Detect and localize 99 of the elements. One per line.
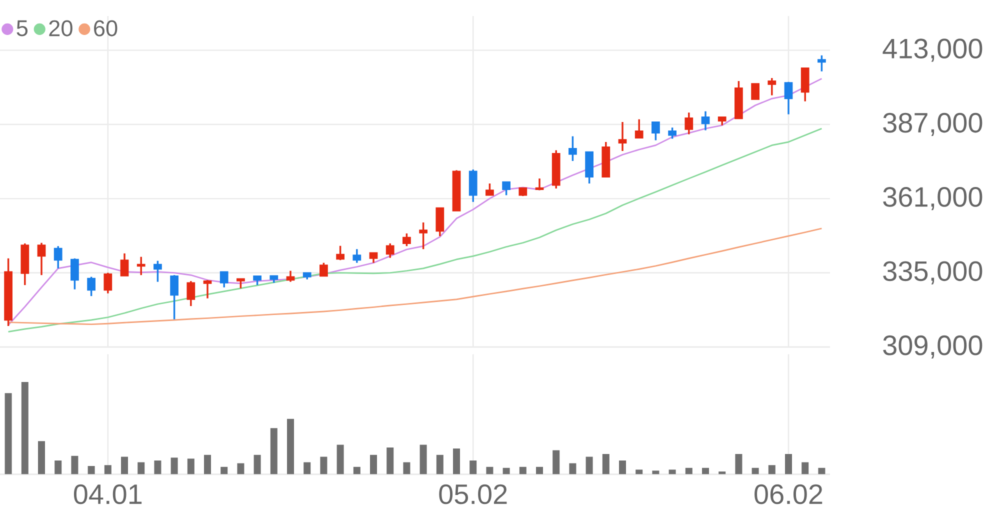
- candlestick: [352, 248, 362, 264]
- bar: [353, 466, 360, 474]
- candlestick: [568, 135, 577, 162]
- candlestick: [104, 272, 112, 294]
- y-tick-label: 335,000: [883, 261, 982, 284]
- candlestick: [369, 252, 378, 264]
- bar: [220, 466, 228, 474]
- candlestick: [784, 81, 793, 116]
- bar: [735, 454, 742, 474]
- bar: [187, 458, 194, 474]
- bar: [702, 468, 710, 474]
- bar: [170, 458, 178, 474]
- bar: [88, 466, 95, 474]
- bar: [270, 428, 278, 474]
- y-tick-label: 361,000: [883, 187, 982, 210]
- bar: [71, 456, 78, 474]
- bar: [619, 460, 626, 474]
- bar: [502, 468, 510, 474]
- bar: [420, 444, 427, 474]
- bar: [121, 456, 128, 474]
- y-tick-label: 413,000: [882, 38, 982, 62]
- bar: [486, 466, 494, 474]
- bar: [652, 470, 660, 474]
- x-tick-label: 06.02: [754, 484, 822, 504]
- bar: [453, 448, 460, 474]
- candlestick: [468, 168, 478, 203]
- candlestick: [684, 112, 694, 136]
- bar: [685, 468, 692, 474]
- candlestick: [320, 262, 328, 277]
- bar: [138, 462, 145, 474]
- candlestick: [87, 276, 96, 297]
- candlestick: [701, 110, 710, 132]
- y-tick-label: 309,000: [883, 335, 982, 359]
- bar: [668, 470, 676, 474]
- line-series: [8, 78, 822, 326]
- legend-label: 60: [94, 20, 118, 36]
- candlestick: [800, 67, 810, 102]
- candlestick: [618, 121, 627, 152]
- bar: [718, 472, 726, 474]
- candlestick: [402, 232, 411, 247]
- bar: [38, 441, 46, 474]
- candlestick: [652, 121, 660, 142]
- bar: [802, 462, 809, 474]
- candlestick: [336, 244, 344, 261]
- bar: [818, 468, 826, 474]
- candlestick: [154, 260, 162, 283]
- bar: [403, 462, 410, 474]
- bar: [54, 460, 62, 474]
- bar: [569, 463, 576, 474]
- bar: [336, 444, 344, 474]
- candlestick: [54, 245, 62, 270]
- bar: [519, 466, 526, 474]
- x-tick-label: 05.02: [439, 484, 507, 504]
- bar: [586, 456, 593, 474]
- bar: [4, 393, 12, 474]
- bar: [237, 463, 244, 474]
- candlestick: [220, 270, 228, 288]
- candlestick: [818, 54, 826, 72]
- bar: [254, 454, 261, 474]
- bar: [602, 454, 610, 474]
- candlestick: [170, 274, 178, 320]
- candlestick: [486, 182, 494, 196]
- candlestick: [70, 258, 79, 290]
- bar: [470, 460, 477, 474]
- bar: [536, 466, 543, 474]
- candlestick: [37, 242, 46, 276]
- y-tick-label: 387,000: [883, 112, 982, 136]
- bar: [104, 465, 112, 474]
- bar: [436, 454, 444, 474]
- candlestick: [203, 279, 212, 300]
- x-tick-label: 04.01: [74, 484, 142, 504]
- candlestick: [386, 242, 394, 259]
- bar: [304, 462, 311, 474]
- legend-label: 5: [16, 20, 28, 36]
- bar: [386, 448, 394, 474]
- bar: [320, 456, 328, 474]
- candlestick: [419, 222, 428, 250]
- candlestick: [436, 207, 444, 238]
- bar: [636, 470, 643, 474]
- candlestick: [186, 280, 196, 307]
- bar: [287, 418, 294, 474]
- bar: [154, 460, 162, 474]
- bar: [552, 450, 560, 474]
- bar: [204, 454, 212, 474]
- bar: [370, 454, 378, 474]
- candlestick: [136, 256, 146, 276]
- bar: [752, 468, 759, 474]
- bar: [768, 465, 776, 474]
- candlestick: [120, 252, 129, 277]
- candlestick: [751, 83, 760, 100]
- candlestick: [502, 181, 510, 196]
- legend-label: 20: [49, 20, 72, 36]
- candlestick: [668, 126, 676, 140]
- candlestick: [634, 118, 644, 139]
- bar: [785, 454, 792, 474]
- candlestick: [286, 270, 295, 283]
- candlestick: [768, 77, 776, 96]
- bar: [21, 382, 28, 474]
- candlestick: [236, 278, 245, 290]
